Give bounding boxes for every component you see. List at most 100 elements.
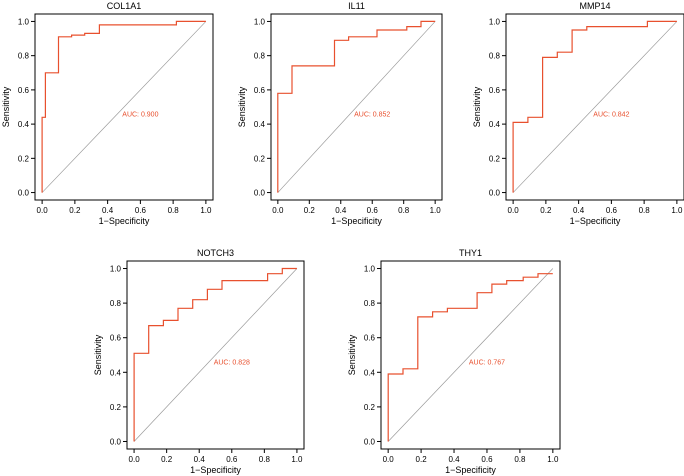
auc-label: AUC: 0.767 xyxy=(469,359,505,366)
x-tick-label: 0.8 xyxy=(639,206,651,215)
roc-curve xyxy=(387,273,553,442)
plot-frame xyxy=(34,13,214,201)
y-tick-label: 0.8 xyxy=(254,52,266,61)
y-tick-label: 0.0 xyxy=(110,437,122,446)
chart-title: IL11 xyxy=(348,1,365,11)
x-axis-label: 1−Specificity xyxy=(331,216,382,226)
x-tick-label: 0.6 xyxy=(606,206,618,215)
roc-curve xyxy=(512,20,677,193)
x-tick-label: 0.0 xyxy=(383,455,395,464)
y-tick-label: 0.4 xyxy=(18,120,30,129)
chart-title: COL1A1 xyxy=(107,1,142,11)
chart-title: THY1 xyxy=(459,248,482,258)
panel-mmp14: MMP14 0.0 0.2 0.4 0.6 0.8 1.0 0.0 0.2 0.4 0.6 0.8 1.… xyxy=(472,1,684,226)
y-tick-label: 0.8 xyxy=(18,52,30,61)
panel-notch3: NOTCH3 0.0 0.2 0.4 0.6 0.8 1.0 0.0 0.2 0.4 0.6 0.8 1… xyxy=(93,248,305,475)
y-tick-label: 0.6 xyxy=(18,86,30,95)
y-tick-label: 0.8 xyxy=(110,299,122,308)
y-tick-label: 1.0 xyxy=(254,17,266,26)
x-tick-label: 0.0 xyxy=(129,455,141,464)
x-tick-label: 0.2 xyxy=(540,206,552,215)
x-tick-label: 0.4 xyxy=(194,455,206,464)
y-tick-label: 0.6 xyxy=(489,86,501,95)
plot-frame xyxy=(505,13,684,201)
chart-title: MMP14 xyxy=(579,1,610,11)
diagonal-reference-line xyxy=(277,21,436,193)
y-axis-label: Sensitivity xyxy=(472,86,482,127)
y-tick-label: 0.6 xyxy=(254,86,266,95)
y-axis-label: Sensitivity xyxy=(347,334,357,375)
x-tick-label: 0.6 xyxy=(226,455,238,464)
x-tick-label: 0.8 xyxy=(259,455,271,464)
y-tick-label: 0.0 xyxy=(489,189,501,198)
x-tick-label: 1.0 xyxy=(430,206,442,215)
x-tick-label: 0.4 xyxy=(573,206,585,215)
x-tick-label: 0.2 xyxy=(161,455,173,464)
chart-title: NOTCH3 xyxy=(197,248,234,258)
x-axis-label: 1−Specificity xyxy=(570,216,621,226)
x-tick-label: 0.2 xyxy=(416,455,428,464)
x-tick-label: 0.2 xyxy=(304,206,316,215)
auc-label: AUC: 0.900 xyxy=(122,111,158,118)
y-tick-label: 1.0 xyxy=(489,17,501,26)
y-tick-label: 0.4 xyxy=(364,368,376,377)
diagonal-reference-line xyxy=(41,21,207,193)
y-tick-label: 1.0 xyxy=(18,17,30,26)
y-tick-label: 0.2 xyxy=(254,154,266,163)
y-tick-label: 0.8 xyxy=(489,52,501,61)
x-tick-label: 1.0 xyxy=(291,455,303,464)
x-tick-label: 0.6 xyxy=(135,206,147,215)
plot-frame xyxy=(380,260,561,450)
roc-curve xyxy=(133,267,297,442)
x-tick-label: 0.0 xyxy=(272,206,284,215)
x-axis-label: 1−Specificity xyxy=(445,465,496,475)
y-tick-label: 0.6 xyxy=(110,334,122,343)
auc-label: AUC: 0.852 xyxy=(354,111,390,118)
x-axis-label: 1−Specificity xyxy=(190,465,241,475)
panel-col1a1: COL1A1 0.0 0.2 0.4 0.6 0.8 1.0 0.0 0.2 0.4 0.6 0.8 1… xyxy=(1,1,214,226)
panel-thy1: THY1 0.0 0.2 0.4 0.6 0.8 1.0 0.0 0.2 0.4 0.6 0.8 1.0… xyxy=(347,248,561,475)
x-tick-label: 0.4 xyxy=(448,455,460,464)
plot-frame xyxy=(270,13,443,201)
x-tick-label: 0.2 xyxy=(69,206,81,215)
y-tick-label: 0.8 xyxy=(364,299,376,308)
y-tick-label: 0.2 xyxy=(110,403,122,412)
x-tick-label: 0.8 xyxy=(398,206,410,215)
auc-label: AUC: 0.828 xyxy=(214,359,250,366)
x-tick-label: 0.4 xyxy=(102,206,114,215)
auc-label: AUC: 0.842 xyxy=(593,111,629,118)
y-axis-label: Sensitivity xyxy=(237,86,247,127)
y-tick-label: 0.2 xyxy=(489,154,501,163)
x-tick-label: 0.4 xyxy=(335,206,347,215)
diagonal-reference-line xyxy=(387,268,554,442)
y-tick-label: 0.4 xyxy=(254,120,266,129)
y-tick-label: 0.4 xyxy=(489,120,501,129)
x-tick-label: 0.8 xyxy=(168,206,180,215)
x-axis-label: 1−Specificity xyxy=(99,216,150,226)
y-tick-label: 1.0 xyxy=(364,265,376,274)
y-tick-label: 0.4 xyxy=(110,368,122,377)
x-tick-label: 1.0 xyxy=(671,206,683,215)
diagonal-reference-line xyxy=(133,268,298,442)
y-tick-label: 0.0 xyxy=(364,437,376,446)
diagonal-reference-line xyxy=(512,21,678,193)
plot-frame xyxy=(126,260,305,450)
roc-curve xyxy=(41,20,206,193)
x-tick-label: 0.0 xyxy=(508,206,520,215)
x-tick-label: 0.8 xyxy=(514,455,526,464)
y-tick-label: 0.0 xyxy=(18,189,30,198)
y-tick-label: 0.2 xyxy=(18,154,30,163)
y-tick-label: 0.2 xyxy=(364,403,376,412)
y-axis-label: Sensitivity xyxy=(1,86,11,127)
x-tick-label: 0.6 xyxy=(481,455,493,464)
x-tick-label: 0.6 xyxy=(367,206,379,215)
panel-il11: IL11 0.0 0.2 0.4 0.6 0.8 1.0 0.0 0.2 0.4 0.6 0.8 1.0… xyxy=(237,1,443,226)
y-tick-label: 0.6 xyxy=(364,334,376,343)
y-axis-label: Sensitivity xyxy=(93,334,103,375)
y-tick-label: 1.0 xyxy=(110,265,122,274)
x-tick-label: 1.0 xyxy=(200,206,212,215)
x-tick-label: 0.0 xyxy=(37,206,49,215)
x-tick-label: 1.0 xyxy=(547,455,559,464)
y-tick-label: 0.0 xyxy=(254,189,266,198)
